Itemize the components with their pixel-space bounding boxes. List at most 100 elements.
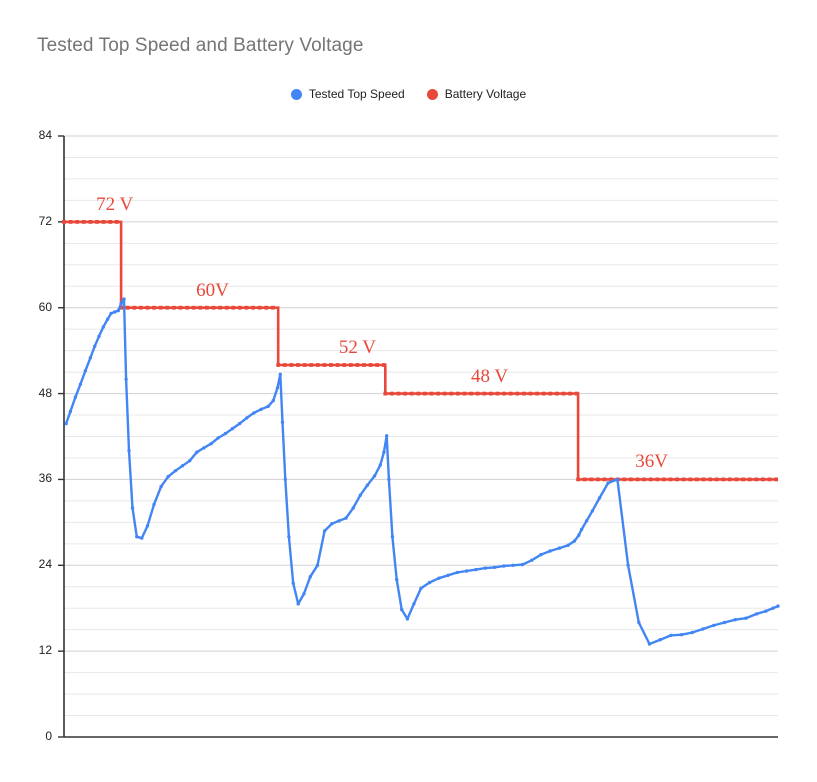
marker: [622, 477, 627, 482]
marker: [577, 533, 581, 537]
marker: [648, 477, 653, 482]
marker: [502, 564, 506, 568]
marker: [68, 409, 73, 414]
voltage-annotation: 60V: [196, 279, 229, 301]
marker: [145, 524, 150, 528]
marker: [296, 363, 300, 367]
marker: [97, 334, 101, 338]
legend-item-battery-voltage[interactable]: Battery Voltage: [426, 87, 526, 101]
marker: [535, 391, 539, 396]
marker: [597, 496, 602, 500]
marker: [714, 477, 719, 482]
marker: [88, 356, 93, 360]
marker: [530, 558, 534, 562]
marker: [555, 391, 559, 396]
marker: [528, 391, 533, 396]
marker: [462, 391, 467, 396]
marker: [315, 563, 320, 567]
legend-label-tested-top-speed: Tested Top Speed: [308, 87, 405, 101]
marker: [754, 612, 759, 616]
marker: [159, 484, 163, 489]
marker: [362, 363, 366, 367]
marker: [202, 446, 206, 450]
marker: [695, 477, 699, 482]
marker: [122, 297, 126, 301]
marker: [165, 305, 170, 310]
marker: [365, 483, 370, 487]
marker: [733, 618, 737, 622]
marker: [245, 416, 249, 420]
marker: [342, 363, 347, 367]
marker: [582, 477, 587, 482]
marker: [101, 220, 106, 224]
marker: [375, 363, 380, 367]
marker: [449, 391, 454, 396]
marker: [355, 363, 360, 367]
marker: [64, 421, 68, 426]
marker: [152, 305, 156, 310]
marker: [216, 436, 220, 440]
marker: [114, 220, 119, 224]
marker: [647, 642, 652, 646]
marker: [511, 563, 515, 567]
marker: [403, 391, 407, 396]
marker: [251, 305, 255, 310]
marker: [140, 536, 144, 540]
marker: [125, 305, 130, 310]
marker: [68, 220, 73, 224]
marker: [655, 477, 660, 482]
y-axis-label: 12: [38, 643, 52, 658]
marker: [681, 477, 686, 482]
marker: [508, 391, 513, 396]
marker: [135, 535, 139, 539]
marker: [119, 301, 123, 306]
marker: [708, 477, 712, 482]
marker: [329, 363, 333, 367]
marker: [330, 522, 334, 526]
marker: [88, 220, 93, 224]
marker: [541, 391, 546, 396]
marker: [495, 391, 500, 396]
marker: [712, 623, 716, 628]
marker: [635, 477, 640, 482]
marker: [629, 477, 633, 482]
marker: [427, 580, 432, 585]
marker: [609, 477, 613, 482]
marker: [252, 411, 256, 415]
marker: [101, 325, 106, 329]
marker: [515, 391, 520, 396]
marker: [437, 576, 441, 580]
y-axis-label: 60: [38, 299, 52, 314]
marker: [396, 391, 401, 396]
marker: [774, 477, 778, 482]
marker: [416, 391, 421, 396]
marker: [358, 493, 362, 497]
marker: [231, 305, 236, 310]
marker: [205, 305, 209, 310]
marker: [119, 305, 123, 310]
marker: [606, 481, 610, 485]
marker: [400, 607, 404, 612]
chart-legend: Tested Top Speed Battery Voltage: [0, 87, 817, 101]
marker: [83, 369, 88, 373]
marker: [109, 311, 113, 316]
marker: [278, 372, 282, 376]
marker: [237, 421, 242, 426]
marker: [412, 602, 416, 606]
legend-dot-blue-icon: [290, 88, 302, 100]
marker: [78, 382, 83, 386]
marker: [419, 586, 423, 590]
marker: [291, 581, 295, 585]
marker: [95, 220, 99, 224]
marker: [442, 391, 447, 396]
marker: [662, 477, 666, 482]
legend-item-tested-top-speed[interactable]: Tested Top Speed: [290, 87, 405, 101]
marker: [381, 363, 386, 367]
marker: [178, 305, 183, 310]
marker: [482, 391, 487, 396]
marker: [257, 305, 262, 310]
marker: [409, 391, 414, 396]
marker: [173, 469, 178, 473]
chart-title: Tested Top Speed and Battery Voltage: [37, 35, 364, 56]
